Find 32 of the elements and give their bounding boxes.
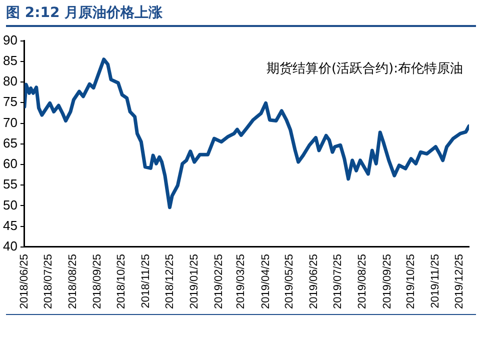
y-tick-label: 55 [2, 176, 18, 192]
x-tick-label: 2018/10/25 [115, 254, 128, 310]
x-tick-label: 2019/12/25 [454, 254, 466, 310]
x-tick-label: 2019/01/25 [188, 254, 200, 310]
y-tick-label: 85 [2, 52, 18, 68]
x-tick-label: 2019/08/25 [356, 254, 369, 310]
x-tick-label: 2018/12/25 [164, 254, 176, 310]
y-tick-label: 40 [2, 238, 18, 254]
x-tick-label: 2019/09/25 [381, 254, 394, 310]
x-tick-label: 2019/04/25 [260, 254, 272, 310]
x-tick-label: 2019/05/25 [284, 254, 296, 310]
x-tick-label: 2019/11/25 [430, 254, 442, 308]
x-tick-label: 2018/09/25 [92, 254, 104, 310]
x-tick-label: 2019/07/25 [332, 254, 344, 310]
x-tick-label: 2018/06/25 [18, 254, 30, 310]
y-tick-label: 50 [2, 197, 18, 212]
x-tick-label: 2018/08/25 [66, 254, 79, 310]
x-tick-label: 2019/03/25 [235, 254, 248, 310]
text: 期货结算价(活跃合约):布伦特原油 [266, 62, 463, 77]
y-tick-label: 75 [2, 94, 18, 110]
y-tick-label: 90 [2, 32, 18, 48]
chart-title: 图 2:12 月原油价格上涨 [6, 4, 476, 27]
y-tick-label: 70 [2, 114, 18, 130]
y-tick-label: 65 [2, 135, 18, 150]
x-tick-label: 2018/07/25 [42, 254, 54, 310]
x-tick-label: 2019/02/25 [212, 254, 225, 310]
x-tick-label: 2019/10/25 [405, 254, 418, 310]
y-tick-label: 45 [2, 218, 18, 233]
y-tick-label: 80 [2, 74, 18, 89]
x-tick-label: 2018/11/25 [140, 254, 152, 308]
x-tick-label: 2019/06/25 [308, 254, 320, 310]
y-tick-label: 60 [2, 156, 18, 172]
